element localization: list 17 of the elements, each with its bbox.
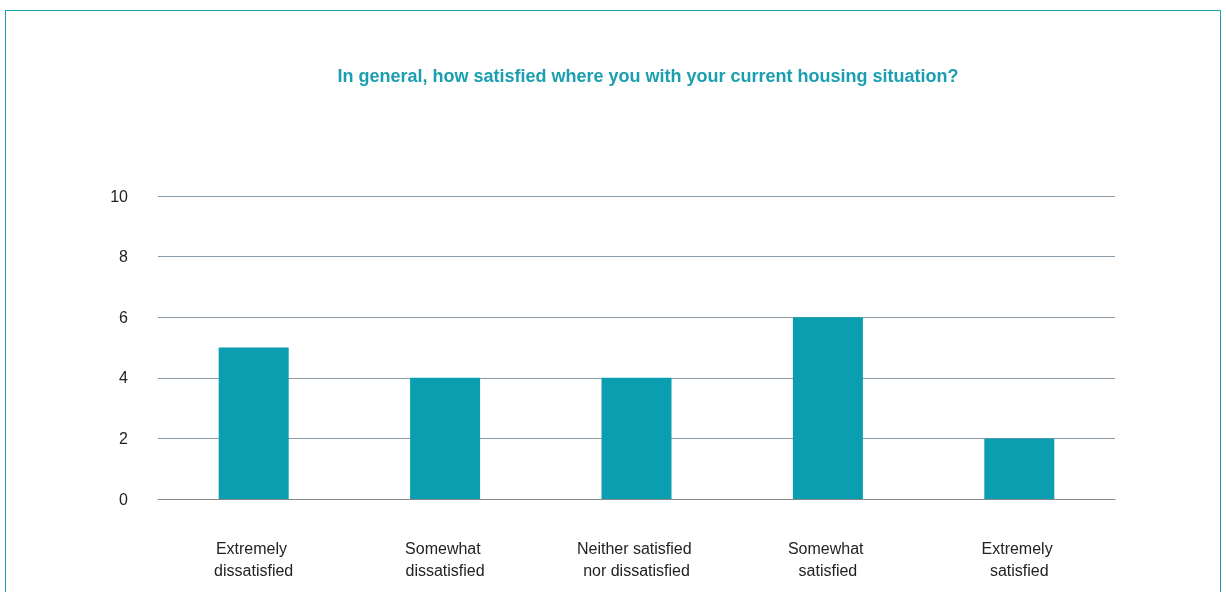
bar: [984, 438, 1055, 499]
chart-title: In general, how satisfied where you with your current housing situation?: [337, 66, 959, 86]
x-tick-label: Extremely satisfied: [981, 539, 1058, 579]
bar: [792, 317, 863, 499]
y-tick-label: 10: [110, 187, 129, 205]
x-tick-label: Somewhat dissatisfied: [405, 539, 486, 579]
x-tick-label: Somewhat satisfied: [787, 539, 868, 579]
y-tick-label: 0: [119, 490, 129, 508]
bar: [410, 377, 481, 499]
bar: [601, 377, 672, 499]
y-tick-label: 4: [119, 369, 129, 387]
bar: [218, 347, 289, 499]
y-tick-label: 6: [119, 308, 129, 326]
y-tick-label: 8: [119, 248, 129, 266]
y-tick-label: 2: [119, 429, 129, 447]
x-tick-label: Neither satisfied nor dissatisfied: [576, 539, 697, 579]
x-tick-label: Extremely dissatisfied: [214, 539, 294, 579]
